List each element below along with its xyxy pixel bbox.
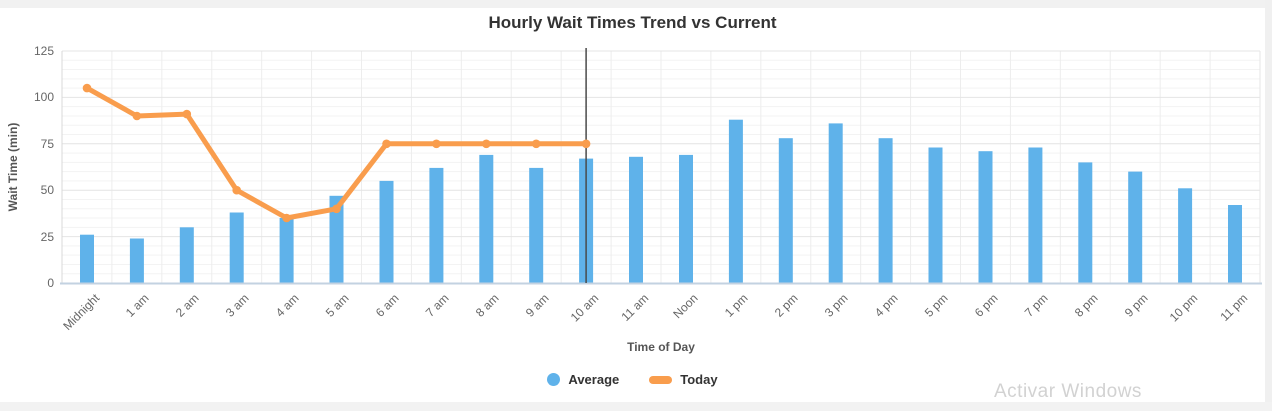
today-point[interactable] — [581, 139, 591, 149]
today-point[interactable] — [82, 83, 92, 93]
bar-Midnight[interactable] — [80, 234, 94, 283]
bar-Noon[interactable] — [679, 154, 693, 283]
bar-11 pm[interactable] — [1228, 205, 1242, 283]
bar-9 pm[interactable] — [1128, 171, 1143, 283]
legend-label-average: Average — [568, 372, 620, 387]
activate-windows-watermark: Activar Windows — [994, 381, 1142, 402]
today-point[interactable] — [432, 139, 441, 149]
bar-4 am[interactable] — [279, 218, 294, 283]
y-tick-label-75: 75 — [40, 136, 54, 151]
bar-11 am[interactable] — [629, 156, 643, 283]
x-axis-title: Time of Day — [627, 340, 695, 354]
window-right-strip — [1265, 0, 1272, 411]
today-point[interactable] — [482, 139, 491, 149]
bar-1 pm[interactable] — [728, 119, 743, 283]
bar-1 am[interactable] — [129, 238, 144, 284]
bar-2 pm[interactable] — [778, 138, 793, 283]
bar-5 am[interactable] — [329, 195, 344, 283]
today-point[interactable] — [382, 139, 391, 149]
legend-item-average[interactable]: Average — [547, 372, 619, 387]
y-tick-label-0: 0 — [47, 276, 54, 290]
bar-2 am[interactable] — [179, 227, 194, 283]
y-tick-label-100: 100 — [33, 90, 54, 105]
bar-3 am[interactable] — [229, 212, 244, 284]
chart-legend: Average Today — [0, 372, 1265, 387]
bar-10 pm[interactable] — [1178, 188, 1193, 283]
today-point[interactable] — [132, 111, 142, 121]
chart-title: Hourly Wait Times Trend vs Current — [488, 13, 777, 32]
y-tick-label-50: 50 — [40, 183, 54, 198]
today-point[interactable] — [282, 213, 291, 223]
today-legend-swatch-icon — [649, 375, 673, 384]
y-tick-label-25: 25 — [40, 229, 54, 244]
average-legend-swatch-icon — [547, 373, 561, 386]
today-point[interactable] — [531, 139, 541, 149]
bar-6 pm[interactable] — [978, 151, 993, 283]
bar-5 pm[interactable] — [928, 147, 943, 284]
legend-label-today: Today — [680, 372, 718, 387]
bar-6 am[interactable] — [379, 180, 394, 283]
bar-8 am[interactable] — [479, 154, 494, 283]
legend-item-today[interactable]: Today — [649, 372, 718, 387]
bar-7 pm[interactable] — [1028, 147, 1043, 284]
window-bottom-strip — [0, 402, 1272, 411]
bar-3 pm[interactable] — [828, 123, 843, 284]
today-point[interactable] — [232, 185, 241, 195]
bar-9 am[interactable] — [529, 167, 544, 283]
y-tick-label-125: 125 — [33, 44, 54, 58]
window-top-strip — [0, 0, 1272, 8]
bar-7 am[interactable] — [429, 167, 444, 283]
today-point[interactable] — [182, 109, 192, 119]
bar-8 pm[interactable] — [1078, 162, 1093, 283]
today-point[interactable] — [332, 204, 341, 214]
bar-4 pm[interactable] — [878, 138, 893, 283]
